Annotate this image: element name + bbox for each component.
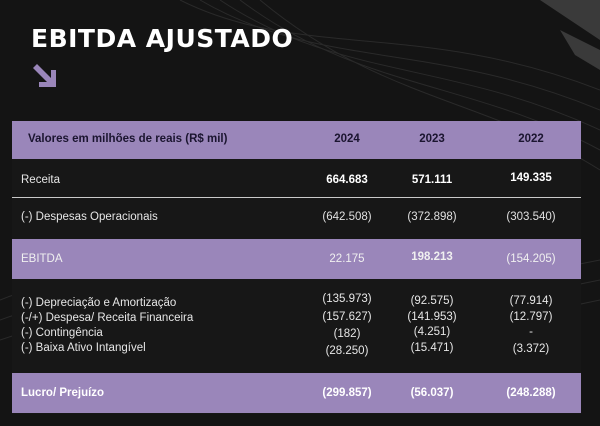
result-row: Lucro/ Prejuízo (299.857) (56.037) (248.…: [12, 373, 581, 413]
row-value-2024: (642.508): [322, 211, 372, 223]
row-label: Lucro/ Prejuízo: [21, 387, 105, 399]
row-value-2023: (15.471): [410, 342, 454, 354]
row-label: EBITDA: [21, 253, 63, 265]
row-value-2022: (248.288): [506, 387, 556, 399]
header-year-2022: 2022: [518, 133, 544, 145]
row-label: Receita: [21, 174, 60, 186]
adjustments-block: (-) Depreciação e Amortização (135.973) …: [12, 287, 581, 367]
row-value-2022: (3.372): [512, 343, 550, 355]
row-value-2023: (372.898): [407, 211, 457, 223]
page-title: EBITDA AJUSTADO: [31, 24, 294, 53]
table-row: Receita 664.683 571.111 149.335: [12, 163, 581, 199]
row-value-2023: (141.953): [407, 311, 457, 323]
table-row: (-) Despesas Operacionais (642.508) (372…: [12, 203, 581, 239]
row-value-2023: (92.575): [410, 295, 454, 307]
ebitda-table: Valores em milhões de reais (R$ mil) 202…: [12, 121, 581, 414]
row-value-2023: 198.213: [411, 251, 453, 263]
row-label: (-) Baixa Ativo Intangível: [21, 342, 146, 354]
row-value-2024: (135.973): [322, 293, 372, 305]
row-value-2024: (28.250): [325, 345, 369, 357]
row-label: (-/+) Despesa/ Receita Financeira: [21, 312, 194, 324]
row-value-2022: (77.914): [509, 295, 553, 307]
row-value-2024: 22.175: [329, 253, 365, 265]
row-value-2022: (12.797): [509, 311, 553, 323]
table-header: Valores em milhões de reais (R$ mil) 202…: [12, 121, 581, 159]
row-value-2023: 571.111: [411, 174, 453, 186]
row-value-2023: (56.037): [410, 387, 454, 399]
row-value-2024: (182): [333, 328, 361, 340]
row-value-2023: (4.251): [413, 326, 451, 338]
row-label: (-) Contingência: [21, 327, 103, 339]
header-year-2023: 2023: [419, 133, 445, 145]
row-value-2024: 664.683: [326, 174, 368, 186]
ebitda-row: EBITDA 22.175 198.213 (154.205): [12, 239, 581, 279]
header-label: Valores em milhões de reais (R$ mil): [28, 133, 228, 145]
row-value-2022: (303.540): [506, 211, 556, 223]
divider: [12, 197, 581, 198]
row-label: (-) Depreciação e Amortização: [21, 297, 177, 309]
row-value-2022: (154.205): [506, 253, 556, 265]
row-value-2024: (299.857): [322, 387, 372, 399]
row-value-2022: -: [529, 326, 533, 338]
row-value-2024: (157.627): [322, 311, 372, 323]
arrow-down-right-icon: [33, 64, 56, 87]
row-value-2022: 149.335: [510, 172, 552, 184]
row-label: (-) Despesas Operacionais: [21, 211, 158, 223]
header-year-2024: 2024: [334, 133, 360, 145]
